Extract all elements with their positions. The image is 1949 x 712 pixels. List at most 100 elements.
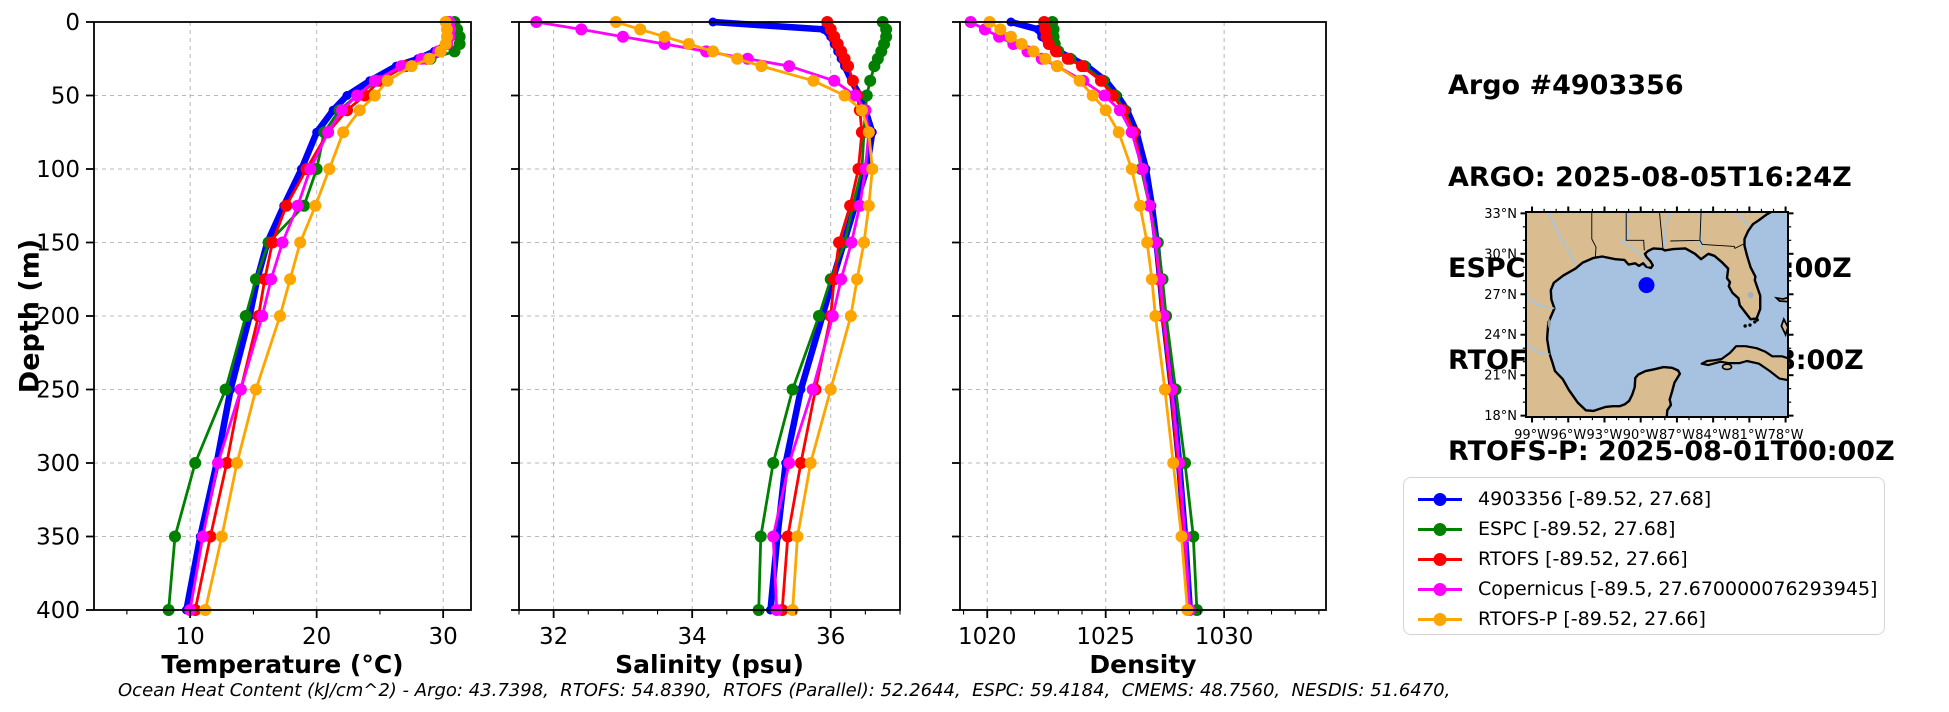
map-lat-label: 21°N [1484,369,1517,384]
legend-label: ESPC [-89.52, 27.68] [1478,518,1676,540]
data-point [994,23,1007,36]
data-point [323,163,336,175]
data-point [423,52,436,65]
florida-keys [1753,320,1757,324]
data-point [1157,310,1170,322]
data-point [1149,310,1162,322]
axis-ticks [952,21,1320,618]
data-point [1051,60,1064,73]
data-point [168,530,181,543]
florida-keys [1743,324,1747,328]
river [1664,212,1672,248]
data-point [405,60,418,73]
data-point [682,38,695,51]
river [1698,212,1703,254]
cuba [1700,345,1788,382]
data-point [368,74,381,87]
data-point [309,199,322,212]
float-position-marker [1638,277,1655,294]
data-point [322,126,335,139]
andros-island [1780,316,1788,338]
y-tick-label: 100 [36,157,80,183]
chart-salinity-psu-: 32 34 36 Salinity (psu) [511,16,901,679]
bahamas-island [1773,296,1788,303]
data-point [1143,199,1156,212]
data-point [1113,104,1126,117]
river [1526,342,1550,356]
rtofs-p-timestamp: RTOFS-P: 2025-08-01T00:00Z [1448,436,1895,467]
data-point [276,236,289,249]
x-tick-label: 34 [678,624,707,650]
map-canvas [1526,212,1788,417]
data-point [249,273,262,286]
data-point [1134,199,1147,212]
data-point [1039,52,1052,65]
data-point [731,52,744,65]
data-point [845,236,858,249]
state-border [1659,212,1664,250]
map-lat-label: 30°N [1484,247,1517,262]
data-point [783,457,796,469]
data-point [794,457,807,469]
figure-title: Argo #4903356 [1448,70,1684,101]
map-lat-label: 33°N [1484,207,1517,222]
data-point [266,236,279,249]
data-point [1049,45,1062,58]
data-point [853,199,866,212]
x-tick-label: 1030 [1195,624,1254,650]
series-RTOFS-P [983,16,1194,616]
data-point [1167,457,1180,469]
map-ticks [1520,206,1794,423]
data-point [866,163,879,175]
data-point [304,163,317,175]
legend-swatch-icon [1418,582,1462,596]
data-point [265,273,278,286]
y-tick-label: 200 [36,304,80,330]
data-point [1136,163,1149,175]
x-tick-label: 1025 [1076,624,1135,650]
data-point [1099,104,1112,117]
data-point [230,457,243,469]
data-point [826,310,839,322]
x-axis-title: Salinity (psu) [615,650,804,679]
x-tick-label: 20 [302,624,331,650]
state-border [1591,212,1597,258]
series-line [534,20,871,612]
data-point [634,23,647,36]
legend-label: RTOFS-P [-89.52, 27.66] [1478,608,1706,630]
legend-item: ESPC [-89.52, 27.68] [1416,515,1884,544]
data-point [291,199,304,212]
data-point [1112,126,1125,139]
data-point [249,383,262,396]
map-lat-label: 24°N [1484,328,1517,343]
y-tick-label: 400 [36,598,80,624]
data-point [337,126,350,139]
laguna-madre [1547,317,1551,331]
data-point [862,199,875,212]
x-tick-label: 1020 [958,624,1017,650]
legend-swatch-icon [1418,612,1462,626]
data-point [868,60,881,73]
data-point [1076,60,1088,73]
river [1526,294,1555,310]
data-point [1187,530,1200,543]
data-point [824,383,837,396]
axis-ticks [511,21,901,618]
map-lon-label: 93°W [1587,428,1623,443]
data-point [381,74,394,87]
data-point [791,530,804,543]
data-point [1027,45,1040,58]
data-point [844,310,857,322]
legend-swatch-icon [1418,522,1462,536]
river [1547,212,1577,267]
data-point [806,383,819,396]
data-point [848,89,861,102]
data-point [857,236,870,249]
legend-swatch-icon [1418,552,1462,566]
data-point [353,104,366,117]
y-tick-label: 250 [36,378,80,404]
map-lon-label: 99°W [1514,428,1550,443]
